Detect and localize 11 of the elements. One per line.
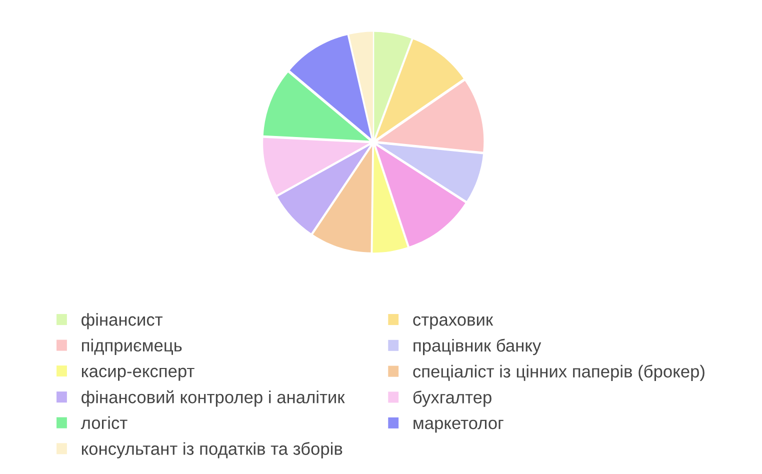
legend-label: маркетолог: [414, 420, 504, 433]
legend-label: фінансист: [82, 313, 163, 330]
legend-label: підприємець: [82, 338, 182, 355]
legend-label: спеціаліст із цінних паперів (брокер): [413, 364, 704, 382]
legend-label: логіст: [80, 416, 128, 430]
legend-label: консультант із податків та зборів: [82, 442, 342, 458]
legend-label: касир-експерт: [82, 368, 194, 381]
legend-label: бухгалтер: [413, 390, 492, 407]
legend-label: працівник банку: [414, 338, 542, 356]
legend-label: страховик: [413, 316, 494, 330]
legend-label: фінансовий контролер і аналітик: [82, 390, 345, 407]
